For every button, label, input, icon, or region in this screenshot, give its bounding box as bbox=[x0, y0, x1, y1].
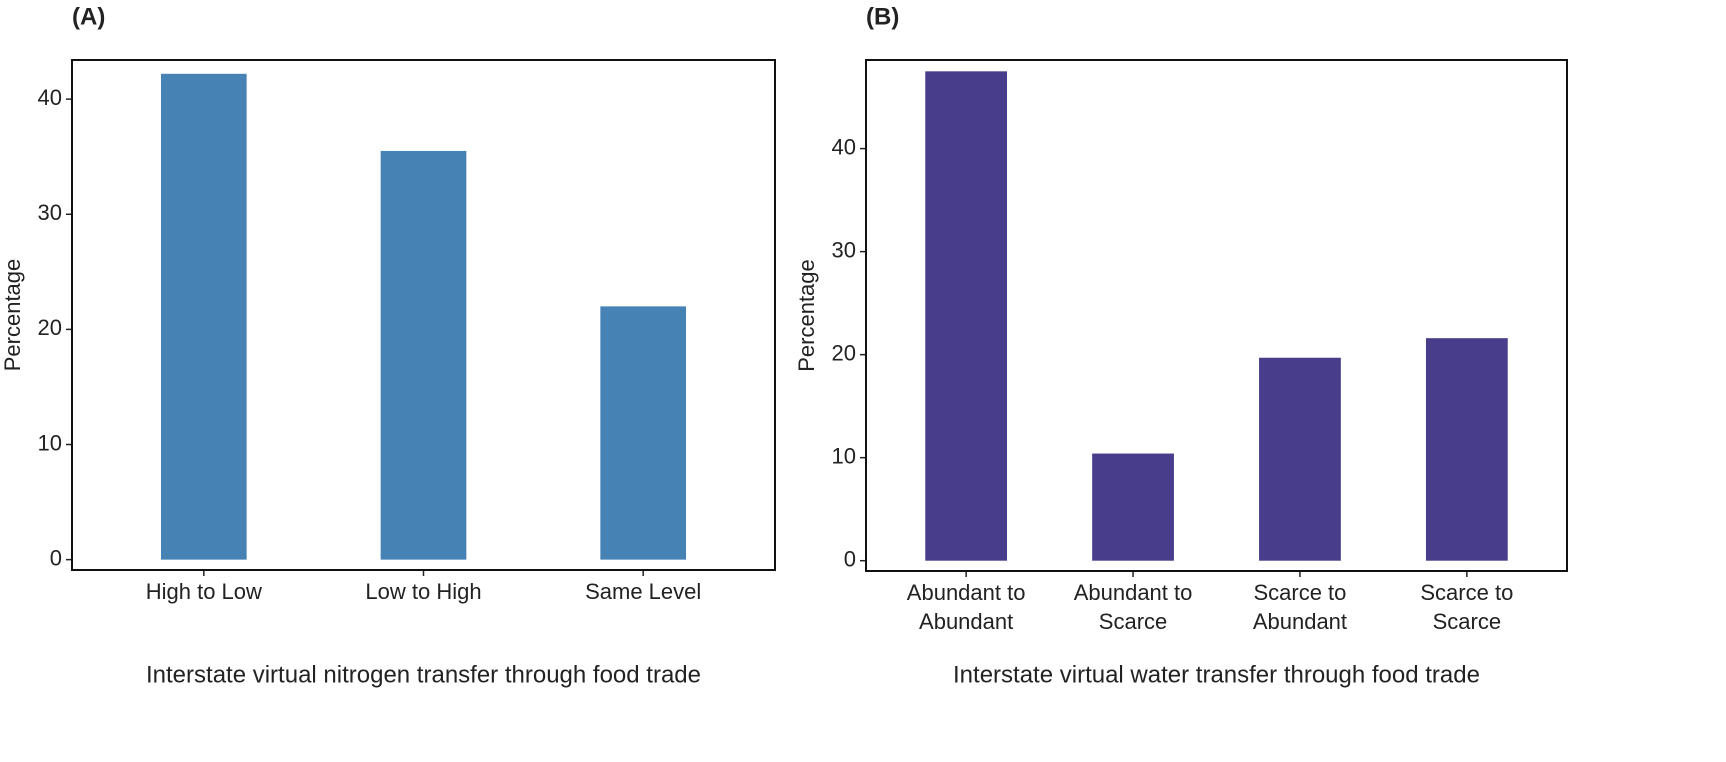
y-tick-label: 10 bbox=[832, 443, 856, 468]
x-axis-label: Interstate virtual water transfer throug… bbox=[953, 661, 1480, 688]
bar bbox=[1092, 453, 1174, 561]
x-tick-label: Abundant to Scarce bbox=[1073, 580, 1193, 634]
y-tick-label: 20 bbox=[832, 340, 856, 365]
bar bbox=[1259, 357, 1341, 561]
panel-label: (A) bbox=[72, 3, 105, 30]
x-tick-label: Same Level bbox=[585, 579, 702, 604]
y-tick-label: 0 bbox=[844, 547, 856, 572]
x-tick-label: Scarce to Abundant bbox=[1252, 580, 1348, 634]
bar bbox=[380, 150, 467, 560]
x-tick-label: High to Low bbox=[145, 579, 262, 604]
bar bbox=[925, 71, 1008, 561]
plot-frame bbox=[865, 59, 1568, 572]
bar bbox=[1425, 338, 1508, 561]
x-tick-label: Scarce to Scarce bbox=[1420, 580, 1514, 634]
bar bbox=[600, 306, 687, 560]
x-tick-label: Abundant to Abundant bbox=[906, 580, 1026, 634]
y-tick-label: 30 bbox=[38, 200, 62, 225]
y-tick-label: 40 bbox=[38, 85, 62, 110]
y-tick-label: 40 bbox=[832, 134, 856, 159]
y-tick-label: 10 bbox=[38, 430, 62, 455]
x-axis-label: Interstate virtual nitrogen transfer thr… bbox=[146, 661, 701, 688]
bar bbox=[160, 73, 247, 560]
y-tick-label: 20 bbox=[38, 315, 62, 340]
y-tick-label: 30 bbox=[832, 237, 856, 262]
x-tick-label: Low to High bbox=[365, 579, 482, 604]
y-axis-label: Percentage bbox=[0, 259, 25, 372]
y-axis-label: Percentage bbox=[794, 259, 819, 372]
panel-label: (B) bbox=[866, 3, 899, 30]
y-tick-label: 0 bbox=[50, 545, 62, 570]
plot-frame bbox=[71, 59, 776, 571]
